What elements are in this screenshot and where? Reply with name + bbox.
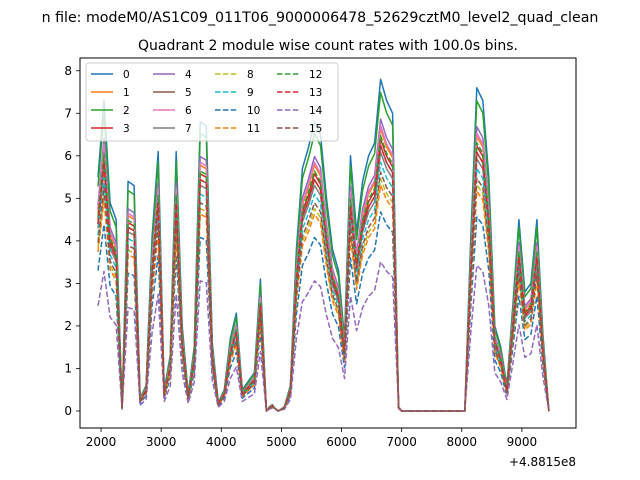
legend-label-1: 1 — [123, 87, 130, 99]
x-tick-label: 9000 — [507, 435, 538, 449]
tick-layer: 2000 3000 4000 5000 6000 7000 8000 900001234567… — [64, 64, 537, 449]
x-tick-label: 7000 — [386, 435, 417, 449]
legend-label-14: 14 — [309, 105, 323, 117]
y-tick-label: 8 — [64, 64, 72, 78]
series-line-15 — [97, 171, 550, 412]
series-line-14 — [97, 260, 550, 412]
y-tick-label: 1 — [64, 361, 72, 375]
x-tick-label: 6000 — [326, 435, 357, 449]
legend-label-2: 2 — [123, 105, 130, 117]
y-tick-label: 5 — [64, 191, 72, 205]
chart-title: Quadrant 2 module wise count rates with … — [138, 38, 518, 54]
y-tick-label: 6 — [64, 149, 72, 163]
y-tick-label: 7 — [64, 106, 72, 120]
axes-frame — [79, 57, 577, 429]
y-tick-label: 0 — [64, 404, 72, 418]
series-line-13 — [97, 144, 550, 412]
x-tick-label: 5000 — [266, 435, 297, 449]
legend-label-12: 12 — [309, 69, 322, 81]
y-tick-label: 2 — [64, 319, 72, 333]
legend-label-15: 15 — [309, 123, 322, 135]
figure-suptitle: n file: modeM0/AS1C09_011T06_9000006478_… — [42, 10, 599, 26]
series-layer — [97, 78, 550, 412]
x-tick-label: 8000 — [446, 435, 477, 449]
x-offset-label: +4.8815e8 — [509, 455, 576, 469]
legend-label-7: 7 — [185, 123, 192, 135]
y-tick-label: 3 — [64, 276, 72, 290]
legend-label-11: 11 — [247, 123, 260, 135]
y-tick-label: 4 — [64, 234, 72, 248]
legend-label-10: 10 — [247, 105, 260, 117]
plot-area — [79, 57, 577, 429]
legend-label-3: 3 — [123, 123, 130, 135]
x-tick-label: 4000 — [206, 435, 237, 449]
legend-label-5: 5 — [185, 87, 192, 99]
legend-label-6: 6 — [185, 105, 192, 117]
x-tick-label: 3000 — [146, 435, 177, 449]
legend-box — [85, 62, 339, 142]
x-tick-label: 2000 — [86, 435, 117, 449]
legend-label-0: 0 — [123, 69, 130, 81]
series-line-5 — [97, 144, 550, 412]
legend-label-4: 4 — [185, 69, 192, 81]
legend-label-13: 13 — [309, 87, 322, 99]
legend-label-8: 8 — [247, 69, 254, 81]
legend-label-9: 9 — [247, 87, 254, 99]
